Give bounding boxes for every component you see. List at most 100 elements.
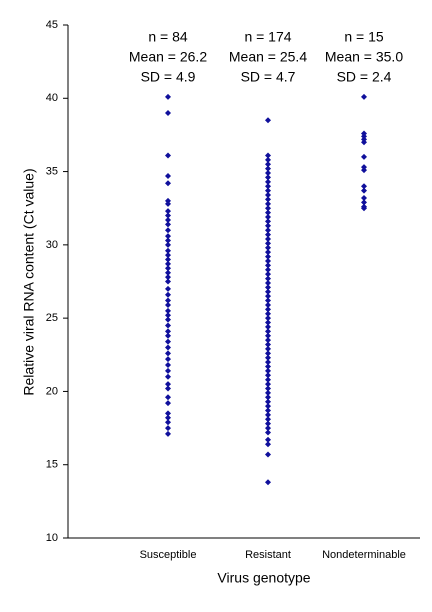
data-point (265, 372, 271, 379)
data-point (265, 337, 271, 344)
data-point (265, 328, 271, 335)
data-point (165, 233, 171, 240)
data-point (165, 216, 171, 223)
data-point (265, 385, 271, 392)
data-point (265, 293, 271, 300)
data-point (265, 398, 271, 405)
data-point (265, 196, 271, 203)
data-point (265, 214, 271, 221)
data-point (265, 403, 271, 410)
data-point (265, 354, 271, 361)
data-point (361, 93, 367, 100)
data-point (265, 376, 271, 383)
data-point (265, 420, 271, 427)
data-point (265, 231, 271, 238)
data-point (165, 312, 171, 319)
data-point (265, 174, 271, 181)
data-point (265, 227, 271, 234)
annotation: n = 174 (244, 29, 291, 45)
data-point (265, 253, 271, 260)
data-point (265, 332, 271, 339)
data-point (265, 200, 271, 207)
data-point (265, 479, 271, 486)
data-point (165, 285, 171, 292)
data-point (265, 389, 271, 396)
y-tick-label: 25 (46, 312, 58, 324)
y-tick-label: 40 (46, 92, 58, 104)
data-point (361, 187, 367, 194)
data-point (265, 436, 271, 443)
data-point (165, 212, 171, 219)
data-point (165, 221, 171, 228)
data-point (165, 344, 171, 351)
data-point (165, 269, 171, 276)
annotation: SD = 4.7 (241, 69, 296, 85)
data-point (165, 400, 171, 407)
data-point (265, 187, 271, 194)
data-point (361, 153, 367, 160)
data-point (361, 194, 367, 201)
data-point (165, 362, 171, 369)
data-point (265, 235, 271, 242)
data-point (265, 156, 271, 163)
data-point (165, 385, 171, 392)
data-point (265, 266, 271, 273)
data-point (265, 416, 271, 423)
data-point (165, 200, 171, 207)
data-point (265, 441, 271, 448)
data-point (165, 322, 171, 329)
annotation: Mean = 35.0 (325, 49, 403, 65)
y-tick-label: 20 (46, 385, 58, 397)
x-axis-title: Virus genotype (217, 570, 310, 586)
data-point (265, 394, 271, 401)
data-point (265, 249, 271, 256)
data-point (361, 167, 367, 174)
y-tick-label: 15 (46, 459, 58, 471)
data-point (265, 209, 271, 216)
data-point (165, 291, 171, 298)
x-tick-label: Resistant (245, 549, 291, 561)
data-point (265, 192, 271, 199)
data-point (265, 288, 271, 295)
data-point (265, 411, 271, 418)
data-point (265, 359, 271, 366)
data-point (265, 205, 271, 212)
x-tick-label: Susceptible (140, 549, 197, 561)
data-point (265, 363, 271, 370)
data-point (361, 183, 367, 190)
y-tick-label: 35 (46, 165, 58, 177)
data-point (265, 240, 271, 247)
y-tick-label: 10 (46, 532, 58, 544)
data-point (165, 260, 171, 267)
data-point (165, 93, 171, 100)
data-point (165, 274, 171, 281)
data-point (165, 373, 171, 380)
data-point (165, 332, 171, 339)
annotation: Mean = 25.4 (229, 49, 307, 65)
annotation: n = 15 (344, 29, 384, 45)
annotation: Mean = 26.2 (129, 49, 207, 65)
data-point (265, 350, 271, 357)
x-tick-label: Nondeterminable (322, 549, 406, 561)
data-point (165, 350, 171, 357)
data-point (265, 257, 271, 264)
data-point (265, 117, 271, 124)
data-point (165, 414, 171, 421)
data-point (265, 425, 271, 432)
data-point (265, 183, 271, 190)
data-point (265, 315, 271, 322)
data-point (265, 429, 271, 436)
data-point (165, 297, 171, 304)
data-point (165, 425, 171, 432)
data-point (165, 367, 171, 374)
data-point (165, 278, 171, 285)
data-point (165, 338, 171, 345)
y-tick-label: 30 (46, 239, 58, 251)
data-point (165, 247, 171, 254)
data-point (265, 407, 271, 414)
data-point (265, 161, 271, 168)
y-tick-label: 45 (46, 19, 58, 31)
data-point (265, 341, 271, 348)
data-point (265, 367, 271, 374)
